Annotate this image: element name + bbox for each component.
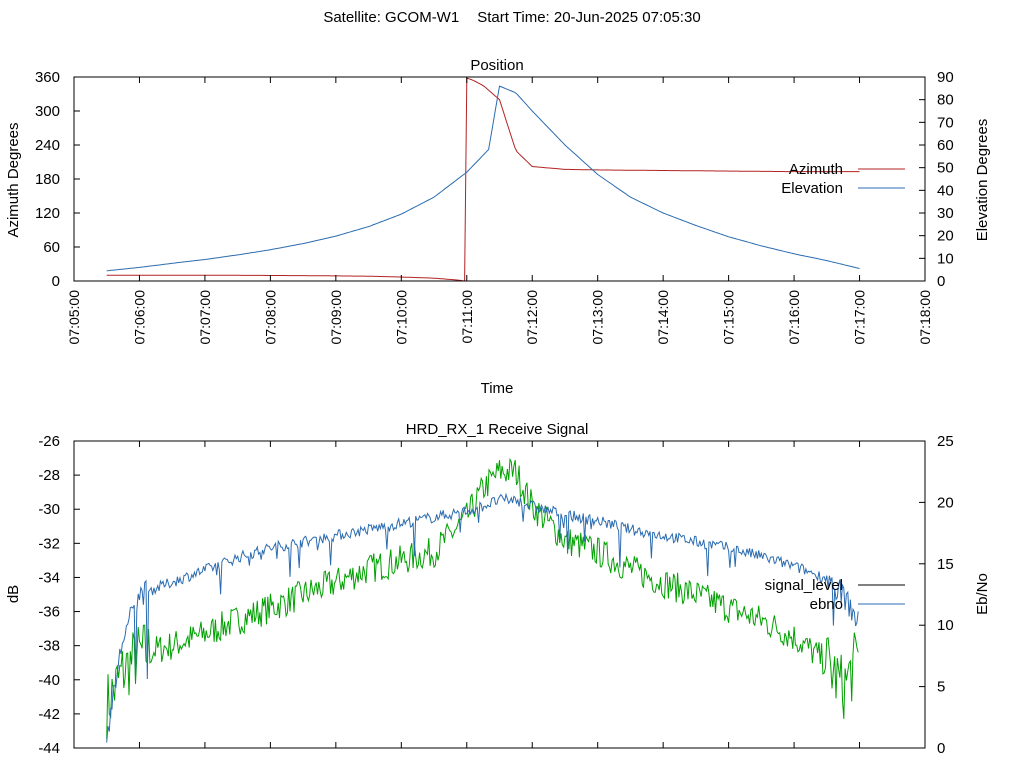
position-plot: Position Azimuth Degrees Elevation Degre… xyxy=(5,57,991,397)
y-right-tick-label: 20 xyxy=(937,494,954,511)
legend-elevation-label: Elevation xyxy=(781,180,843,197)
satellite-label: Satellite: GCOM-W1 xyxy=(323,9,459,26)
x-tick-label: 07:05:00 xyxy=(66,290,82,345)
position-plot-frame xyxy=(73,76,926,282)
position-title: Position xyxy=(470,57,523,74)
start-time-label: Start Time: 20-Jun-2025 07:05:30 xyxy=(477,9,700,26)
y-left-tick-label: -32 xyxy=(38,535,60,552)
x-tick-label: 07:08:00 xyxy=(262,290,278,345)
ebno-axis-label: Eb/No xyxy=(974,573,991,615)
y-right-tick-label: 10 xyxy=(937,617,954,634)
y-right-tick-label: 90 xyxy=(937,69,954,86)
y-right-tick-label: 5 xyxy=(937,679,945,696)
y-left-tick-label: 240 xyxy=(35,137,60,154)
y-right-tick-label: 10 xyxy=(937,250,954,267)
y-right-tick-label: 0 xyxy=(937,273,945,290)
y-right-tick-label: 25 xyxy=(937,433,954,450)
y-left-tick-label: 120 xyxy=(35,205,60,222)
receive-signal-title: HRD_RX_1 Receive Signal xyxy=(406,421,589,438)
x-tick-label: 07:07:00 xyxy=(197,290,213,345)
x-tick-label: 07:13:00 xyxy=(590,290,606,345)
y-left-tick-label: 180 xyxy=(35,171,60,188)
y-right-tick-label: 60 xyxy=(937,137,954,154)
elevation-axis-label: Elevation Degrees xyxy=(974,119,991,242)
receive-signal-plot: HRD_RX_1 Receive Signal dB Eb/No -26 -28 -… xyxy=(5,421,991,757)
x-tick-label: 07:15:00 xyxy=(721,290,737,345)
y-left-tick-label: -44 xyxy=(38,740,60,757)
y-right-tick-label: 20 xyxy=(937,228,954,245)
x-tick-label: 07:06:00 xyxy=(131,290,147,345)
signal-level-line xyxy=(106,457,859,740)
x-tick-label: 07:10:00 xyxy=(393,290,409,345)
y-left-tick-label: 300 xyxy=(35,103,60,120)
x-tick-label: 07:11:00 xyxy=(459,290,475,344)
ebno-line xyxy=(106,492,859,743)
y-right-tick-label: 15 xyxy=(937,556,954,573)
y-right-tick-label: 40 xyxy=(937,182,954,199)
db-axis-label: dB xyxy=(5,585,22,603)
azimuth-line xyxy=(106,77,860,282)
x-tick-label: 07:18:00 xyxy=(917,290,933,345)
time-axis-label: Time xyxy=(481,380,514,397)
y-left-tick-label: 360 xyxy=(35,69,60,86)
receive-signal-legend: signal_level ebno xyxy=(765,577,905,613)
y-right-tick-label: 30 xyxy=(937,205,954,222)
legend-signal-level-label: signal_level xyxy=(765,577,843,594)
y-right-tick-label: 80 xyxy=(937,92,954,109)
receive-signal-frame xyxy=(73,440,926,749)
azimuth-axis-label: Azimuth Degrees xyxy=(5,122,22,237)
legend-ebno-label: ebno xyxy=(810,596,843,613)
y-left-tick-label: -26 xyxy=(38,433,60,450)
y-left-tick-label: -42 xyxy=(38,706,60,723)
x-tick-label: 07:16:00 xyxy=(786,290,802,345)
position-legend: Azimuth Elevation xyxy=(781,161,905,197)
x-tick-label: 07:12:00 xyxy=(524,290,540,345)
legend-azimuth-label: Azimuth xyxy=(789,161,843,178)
y-left-tick-label: 60 xyxy=(43,239,60,256)
y-right-tick-label: 0 xyxy=(937,740,945,757)
y-left-tick-label: 0 xyxy=(52,273,60,290)
x-tick-label: 07:09:00 xyxy=(328,290,344,345)
x-tick-label: 07:17:00 xyxy=(852,290,868,345)
elevation-line xyxy=(106,85,860,272)
y-left-tick-label: -30 xyxy=(38,501,60,518)
y-right-tick-label: 50 xyxy=(937,160,954,177)
figure-title: Satellite: GCOM-W1 Start Time: 20-Jun-202… xyxy=(323,9,700,26)
x-tick-label: 07:14:00 xyxy=(655,290,671,345)
y-left-tick-label: -40 xyxy=(38,672,60,689)
y-left-tick-label: -28 xyxy=(38,467,60,484)
y-left-tick-label: -34 xyxy=(38,569,60,586)
y-right-tick-label: 70 xyxy=(937,114,954,131)
y-left-tick-label: -36 xyxy=(38,604,60,621)
y-left-tick-label: -38 xyxy=(38,638,60,655)
